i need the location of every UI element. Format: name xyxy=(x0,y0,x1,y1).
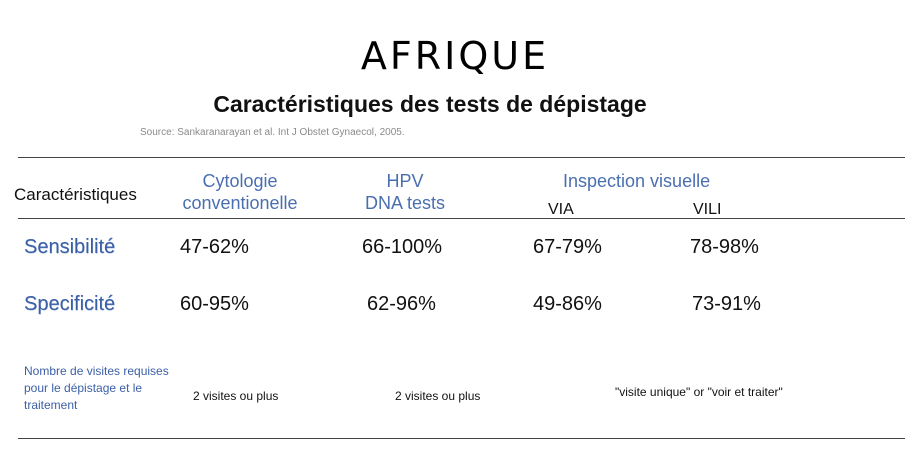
cell-visits-hpv: 2 visites ou plus xyxy=(395,389,481,403)
header-vili: VILI xyxy=(693,201,722,218)
cell-cytology: 60-95% xyxy=(180,293,249,315)
header-cytology-line1: Cytologie xyxy=(202,171,278,191)
top-rule xyxy=(18,157,905,158)
header-hpv-line2: DNA tests xyxy=(364,193,446,213)
cell-hpv: 62-96% xyxy=(367,293,436,315)
row-label-sensibilite: Sensibilité xyxy=(24,236,116,258)
header-visual-inspection: Inspection visuelle xyxy=(563,171,711,191)
header-cytology: Cytologie conventionelle xyxy=(170,170,310,214)
cell-hpv: 66-100% xyxy=(362,236,443,258)
slide-subtitle: Caractéristiques des tests de dépistage xyxy=(213,91,647,117)
header-characteristics: Caractéristiques xyxy=(14,185,137,204)
row-label-specificite: Specificité xyxy=(24,293,116,315)
cell-vili: 78-98% xyxy=(690,236,759,258)
header-cytology-line2: conventionelle xyxy=(182,193,298,213)
header-hpv-line1: HPV xyxy=(386,171,424,191)
header-via: VIA xyxy=(548,201,574,218)
cell-cytology: 47-62% xyxy=(180,236,249,258)
bottom-rule xyxy=(18,438,905,439)
source-citation: Source: Sankaranarayan et al. Int J Obst… xyxy=(140,127,405,138)
cell-visits-visual: "visite unique" or "voir et traiter" xyxy=(615,385,783,399)
cell-via: 49-86% xyxy=(533,293,602,315)
header-hpv: HPV DNA tests xyxy=(345,170,465,214)
cell-visits-cytology: 2 visites ou plus xyxy=(193,389,279,403)
row-label-visits: Nombre de visites requises pour le dépis… xyxy=(24,364,169,412)
page-title: AFRIQUE xyxy=(360,34,550,78)
header-rule xyxy=(18,218,905,219)
cell-vili: 73-91% xyxy=(692,293,761,315)
cell-via: 67-79% xyxy=(533,236,602,258)
